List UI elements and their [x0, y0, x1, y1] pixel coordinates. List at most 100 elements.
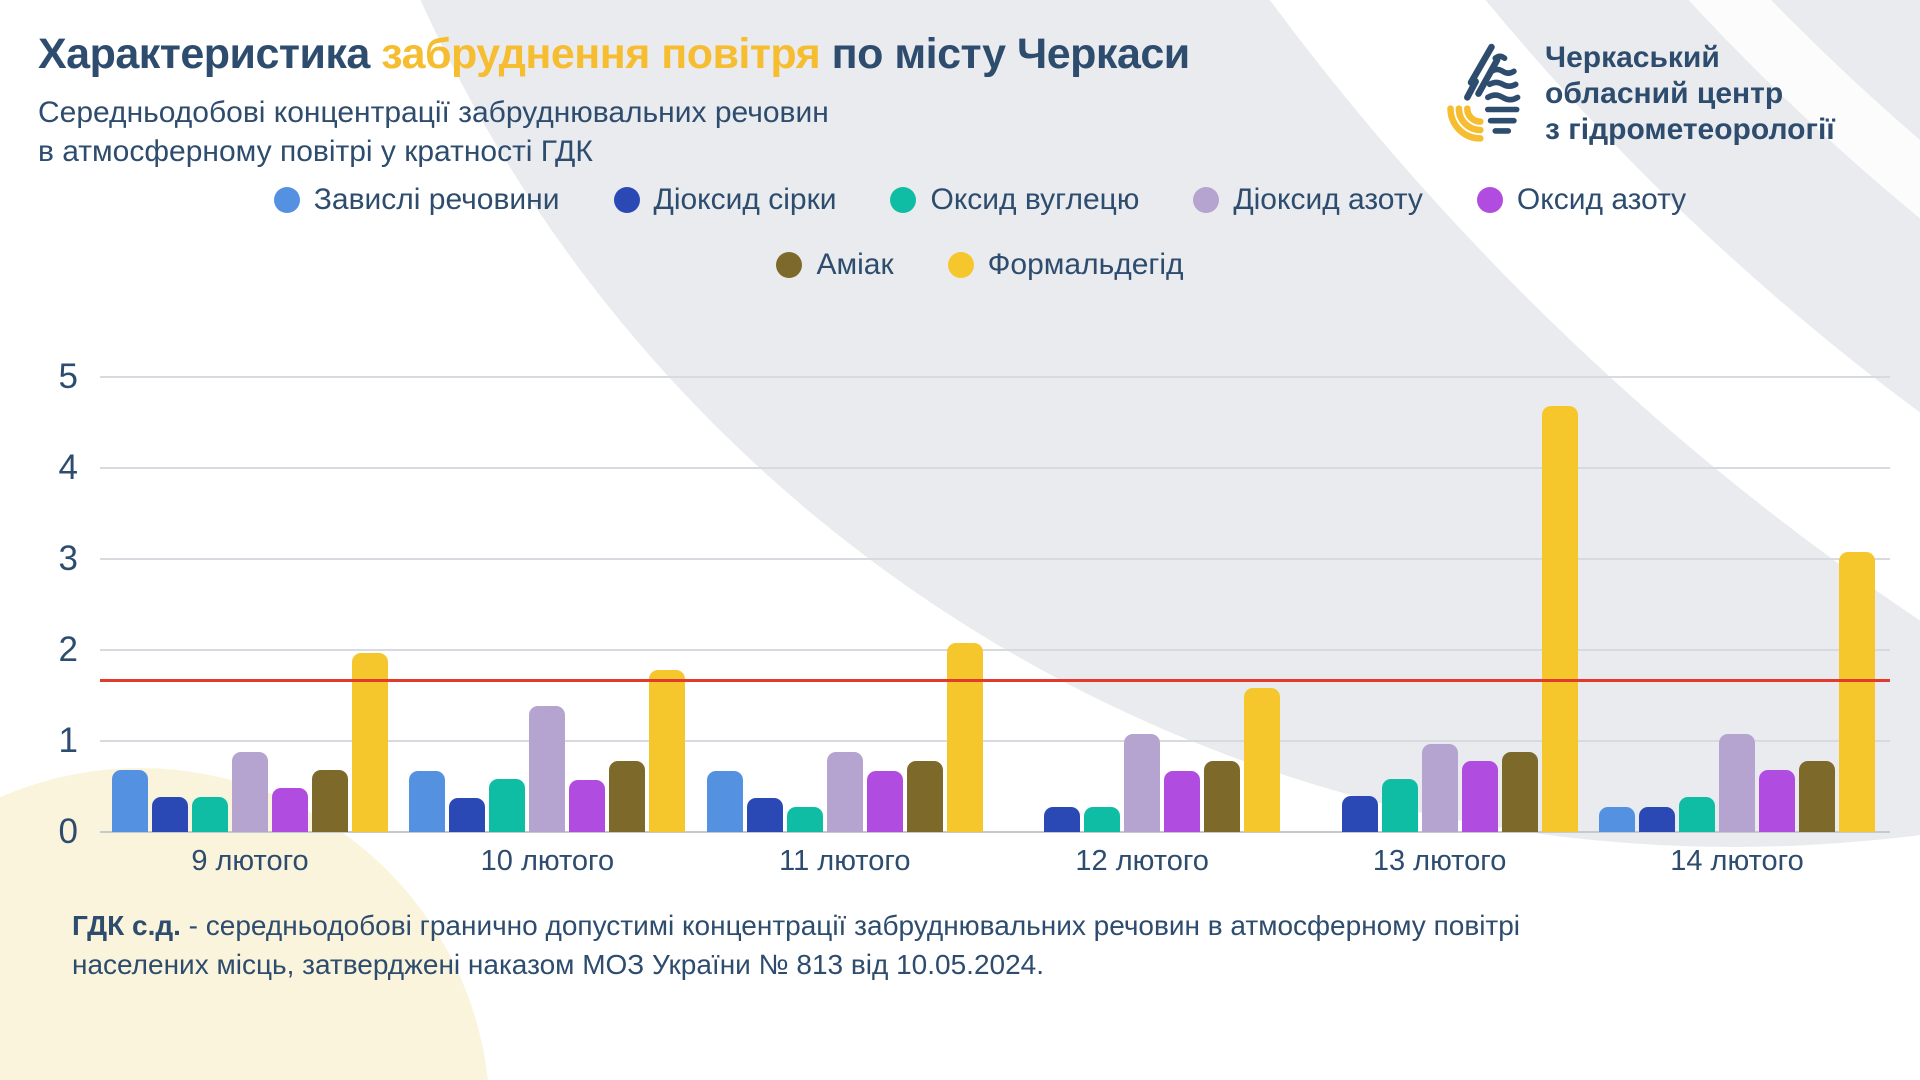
bar-slot	[310, 770, 350, 832]
bar-slot	[705, 771, 745, 832]
bar	[152, 797, 188, 832]
bar-group	[1597, 551, 1877, 832]
legend-label: Діоксид азоту	[1233, 183, 1423, 216]
bar	[906, 761, 943, 832]
bar-group	[1002, 688, 1282, 832]
legend-dot-icon	[890, 187, 917, 213]
bar-slot	[945, 642, 985, 832]
bar-slot	[230, 751, 270, 832]
bar	[232, 751, 268, 832]
subtitle-line1: Середньодобові концентрації забруднюваль…	[38, 96, 829, 129]
bar-slot	[270, 788, 310, 832]
legend-item: Формальдегід	[947, 248, 1184, 282]
bar-slot	[1242, 688, 1282, 832]
bar	[1124, 733, 1161, 832]
org-name-line2: обласний центр	[1545, 77, 1784, 110]
bar	[529, 706, 566, 832]
bar-slot	[1837, 551, 1877, 832]
bar-slot	[905, 761, 945, 832]
bar	[569, 780, 606, 832]
bar	[1759, 770, 1795, 832]
bar	[312, 770, 348, 832]
bar-slot	[1540, 406, 1580, 832]
bar-slot	[1677, 797, 1717, 832]
org-logo: Черкаський обласний центр з гідрометеоро…	[1443, 34, 1835, 148]
bar-slot	[1202, 761, 1242, 832]
legend-item: Оксид вуглецю	[890, 183, 1139, 217]
bar	[112, 770, 148, 832]
bar-slot	[1797, 761, 1837, 832]
title-accent: забруднення повітря	[381, 30, 821, 78]
bar-slot	[527, 706, 567, 832]
bar	[946, 642, 983, 832]
legend-dot-icon	[776, 252, 803, 278]
bar	[1164, 771, 1201, 832]
bar	[786, 807, 823, 832]
bar	[1044, 807, 1081, 832]
legend-row-2: Аміак Формальдегід	[80, 248, 1880, 282]
y-axis-tick-label: 0	[58, 812, 78, 851]
legend-label: Оксид вуглецю	[930, 183, 1140, 216]
bar	[1084, 807, 1121, 832]
footnote: ГДК с.д. - середньодобові гранично допус…	[72, 906, 1562, 984]
bar-slot	[407, 771, 447, 832]
bar-slot	[647, 670, 687, 832]
bar	[1799, 761, 1835, 832]
bar	[1461, 761, 1498, 832]
y-axis-tick-label: 5	[58, 357, 78, 396]
bar-slot	[1122, 733, 1162, 832]
legend-dot-icon	[1193, 187, 1220, 213]
bar	[609, 761, 646, 832]
x-axis-tick-label: 9 лютого	[191, 845, 309, 877]
legend-item: Діоксид азоту	[1193, 183, 1423, 217]
y-axis-tick-label: 1	[58, 721, 78, 760]
bar-slot	[1597, 806, 1637, 832]
legend-label: Діоксид сірки	[653, 183, 837, 216]
legend-row-1: Завислі речовини Діоксид сірки Оксид вугле…	[80, 183, 1880, 217]
bar	[489, 779, 526, 832]
bar-slot	[1340, 795, 1380, 832]
bar-slot	[1420, 743, 1460, 832]
bar	[1421, 743, 1458, 832]
bar	[706, 771, 743, 832]
bar	[1541, 406, 1578, 832]
bar	[1204, 761, 1241, 832]
legend-label: Аміак	[816, 248, 894, 281]
footnote-term: ГДК с.д.	[72, 910, 181, 941]
bar	[1639, 806, 1675, 832]
x-axis-tick-label: 14 лютого	[1670, 845, 1804, 877]
title-part3: по місту Черкаси	[820, 30, 1191, 78]
bar	[409, 771, 446, 832]
bar-slot	[607, 761, 647, 832]
bar	[1244, 688, 1281, 832]
legend-item: Аміак	[776, 248, 894, 282]
bar	[1599, 806, 1635, 832]
y-axis-tick-label: 4	[58, 448, 78, 487]
bar-slot	[1757, 770, 1797, 832]
bar-slot	[1717, 733, 1757, 832]
bar-slot	[1082, 807, 1122, 832]
bar-slot	[825, 751, 865, 832]
header: Характеристика забруднення повітря по мі…	[38, 30, 1190, 171]
bar-group	[407, 670, 687, 832]
y-axis-tick-label: 2	[58, 630, 78, 669]
page-subtitle: Середньодобові концентрації забруднюваль…	[38, 93, 1190, 171]
x-axis-tick-label: 11 лютого	[779, 845, 911, 877]
legend-dot-icon	[1476, 187, 1503, 213]
bar-slot	[150, 797, 190, 832]
bar-slot	[447, 798, 487, 832]
bar-group	[705, 642, 985, 832]
bar-slot	[1042, 807, 1082, 832]
org-name: Черкаський обласний центр з гідрометеоро…	[1545, 34, 1835, 148]
gridline	[100, 376, 1890, 378]
bar-slot	[567, 780, 607, 832]
legend-label: Оксид азоту	[1516, 183, 1687, 216]
x-axis-tick-label: 10 лютого	[480, 845, 615, 877]
bar-slot	[487, 779, 527, 832]
y-axis-tick-label: 3	[58, 539, 78, 578]
bar-group	[1300, 406, 1580, 832]
bar	[449, 798, 486, 832]
legend-item: Оксид азоту	[1476, 183, 1687, 217]
bar	[866, 771, 903, 832]
legend-label: Завислі речовини	[313, 183, 560, 216]
